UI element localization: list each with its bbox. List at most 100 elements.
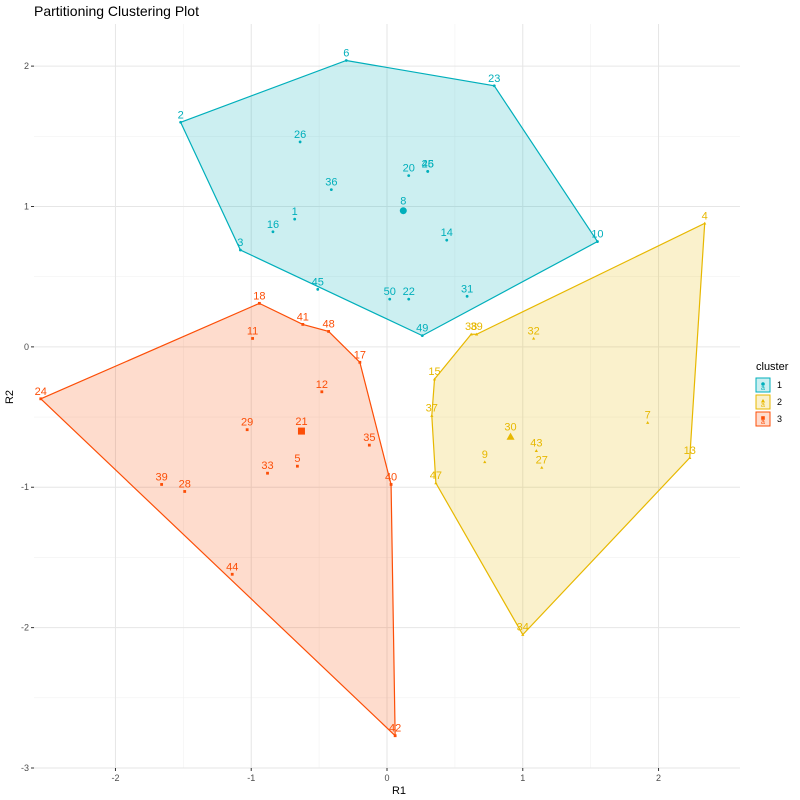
cluster-hull-3 bbox=[39, 302, 396, 738]
cluster-1-point-36 bbox=[329, 188, 333, 192]
y-tick-label: -2 bbox=[21, 623, 29, 633]
chart-title: Partitioning Clustering Plot bbox=[34, 3, 199, 19]
cluster-3-point-label: 24 bbox=[35, 386, 47, 398]
cluster-3-point-label: 41 bbox=[297, 311, 309, 323]
cluster-2-point-32 bbox=[532, 336, 536, 340]
cluster-3-point-label: 39 bbox=[155, 471, 167, 483]
x-tick-label: -2 bbox=[111, 773, 119, 783]
legend-label-3: 3 bbox=[777, 414, 782, 424]
cluster-3-point-label: 33 bbox=[261, 460, 273, 472]
cluster-2-point-label: 47 bbox=[430, 470, 442, 482]
cluster-1-point-label: 3 bbox=[237, 237, 243, 249]
cluster-3-point-17 bbox=[358, 360, 362, 364]
cluster-3-point-11 bbox=[251, 337, 254, 340]
cluster-1-point-label: 10 bbox=[591, 229, 603, 241]
cluster-3-point-44 bbox=[230, 572, 234, 576]
cluster-2-point-15 bbox=[432, 377, 437, 381]
cluster-3-point-label: 12 bbox=[316, 379, 328, 391]
cluster-1-point-label: 16 bbox=[267, 219, 279, 231]
cluster-1-centroid-label: 8 bbox=[400, 196, 406, 208]
cluster-2-point-27 bbox=[540, 465, 544, 469]
cluster-1-point-50 bbox=[388, 297, 392, 301]
cluster-1-point-label: 45 bbox=[312, 276, 324, 288]
cluster-1-point-label: 50 bbox=[384, 286, 396, 298]
cluster-1-point-2 bbox=[179, 120, 183, 124]
cluster-1-point-label: 2 bbox=[178, 109, 184, 121]
cluster-1-point-45 bbox=[316, 287, 320, 291]
point-layer bbox=[39, 59, 707, 738]
cluster-3-point-label: 29 bbox=[241, 417, 253, 429]
cluster-2-point-4 bbox=[703, 221, 707, 225]
cluster-2-point-label: 39 bbox=[470, 321, 482, 333]
cluster-3-point-label: 42 bbox=[389, 723, 401, 735]
cluster-2-point-47 bbox=[434, 481, 438, 485]
x-axis-title: R1 bbox=[392, 785, 406, 797]
cluster-1-point-22 bbox=[407, 297, 411, 301]
legend: cluster a 1 a 2 a 3 bbox=[755, 361, 789, 427]
cluster-3-point-label: 44 bbox=[226, 561, 238, 573]
legend-key-marker-2 bbox=[760, 398, 766, 403]
x-tick-label: 2 bbox=[656, 773, 661, 783]
cluster-2-point-39 bbox=[474, 332, 479, 336]
cluster-1-point-label: 46 bbox=[422, 158, 434, 170]
cluster-1-point-10 bbox=[596, 240, 599, 243]
legend-key-glyph-2: a bbox=[761, 402, 765, 409]
legend-key-marker-3 bbox=[761, 416, 765, 420]
cluster-1-point-label: 1 bbox=[292, 206, 298, 218]
cluster-3-point-42 bbox=[393, 734, 397, 738]
cluster-3-point-label: 28 bbox=[179, 478, 191, 490]
cluster-3-point-18 bbox=[257, 301, 261, 305]
cluster-1-centroid bbox=[399, 207, 407, 215]
x-tick-label: 0 bbox=[384, 773, 389, 783]
y-tick-label: 1 bbox=[24, 201, 29, 211]
cluster-3-point-24 bbox=[39, 397, 43, 401]
x-tick-label: -1 bbox=[247, 773, 255, 783]
cluster-1-point-label: 6 bbox=[343, 47, 349, 59]
legend-key-marker-1 bbox=[761, 382, 765, 386]
cluster-3-centroid-label: 21 bbox=[295, 416, 307, 428]
cluster-3-point-39 bbox=[160, 483, 164, 486]
cluster-2-point-label: 38 bbox=[465, 321, 477, 333]
cluster-3-point-28 bbox=[183, 490, 187, 493]
cluster-2-centroid-label: 30 bbox=[504, 422, 516, 434]
cluster-1-point-46 bbox=[426, 169, 430, 173]
cluster-2-point-label: 15 bbox=[428, 366, 440, 378]
cluster-1-point-23 bbox=[492, 84, 496, 88]
cluster-3-point-41 bbox=[301, 323, 305, 326]
cluster-2-point-9 bbox=[483, 460, 487, 464]
cluster-3-centroid bbox=[297, 427, 305, 435]
cluster-3-point-12 bbox=[320, 390, 324, 394]
y-tick-label: -1 bbox=[21, 482, 29, 492]
cluster-3-point-label: 5 bbox=[294, 453, 300, 465]
cluster-1-point-20 bbox=[407, 174, 411, 178]
cluster-2-centroid bbox=[506, 432, 515, 440]
cluster-1-point-label: 26 bbox=[294, 129, 306, 141]
cluster-3-point-label: 40 bbox=[385, 471, 397, 483]
cluster-3-point-label: 48 bbox=[322, 318, 334, 330]
cluster-1-point-3 bbox=[238, 248, 242, 252]
cluster-2-point-label: 34 bbox=[517, 622, 529, 634]
cluster-2-point-7 bbox=[646, 421, 650, 424]
cluster-1-point-label: 36 bbox=[325, 177, 337, 189]
cluster-3-point-label: 18 bbox=[253, 290, 265, 302]
cluster-3-point-33 bbox=[266, 471, 269, 475]
cluster-1-point-label: 14 bbox=[441, 227, 453, 239]
y-tick-label: 0 bbox=[24, 342, 29, 352]
cluster-3-point-label: 11 bbox=[247, 325, 258, 337]
hull-layer bbox=[39, 59, 706, 738]
cluster-2-point-label: 13 bbox=[684, 445, 696, 457]
y-axis-title: R2 bbox=[4, 390, 16, 404]
cluster-2-point-13 bbox=[688, 456, 692, 459]
x-tick-label: 1 bbox=[520, 773, 525, 783]
cluster-2-point-label: 7 bbox=[645, 410, 651, 422]
legend-title: cluster bbox=[756, 361, 789, 373]
cluster-2-point-label: 9 bbox=[482, 449, 488, 461]
cluster-3-point-label: 35 bbox=[363, 432, 375, 444]
cluster-1-point-26 bbox=[298, 140, 302, 144]
cluster-3-point-40 bbox=[389, 483, 393, 486]
